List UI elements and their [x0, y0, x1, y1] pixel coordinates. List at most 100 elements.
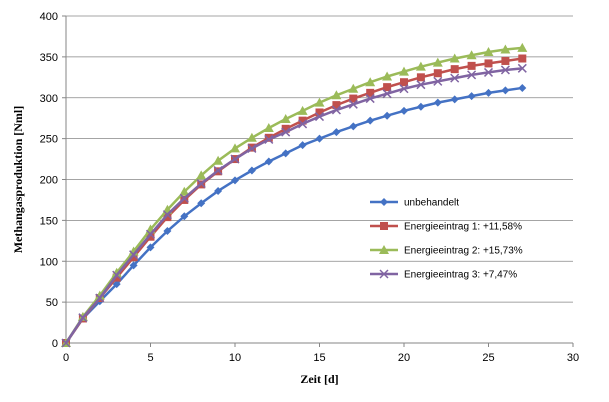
- x-tick-label: 30: [567, 352, 579, 364]
- data-point: [129, 253, 138, 262]
- y-tick-label: 350: [40, 52, 58, 64]
- data-point: [399, 84, 409, 94]
- data-point: [197, 199, 206, 208]
- data-point: [365, 94, 375, 104]
- data-point: [400, 106, 408, 115]
- data-point: [315, 108, 324, 117]
- data-point: [196, 170, 207, 180]
- series-2: [62, 54, 527, 347]
- data-point: [163, 213, 172, 222]
- series-line: [64, 46, 523, 344]
- tick-labels: 0 50 100 150 200 250 300 350 400 0 5 10 15 20 25 30: [40, 11, 579, 364]
- data-point: [246, 132, 257, 142]
- data-point: [483, 67, 494, 77]
- data-point: [162, 210, 172, 220]
- data-point: [382, 71, 393, 81]
- legend-item: Energieeintrag 2: +15,73%: [370, 245, 523, 257]
- y-tick-label: 150: [40, 215, 58, 227]
- legend-label: Energieeintrag 3: +7,47%: [404, 270, 517, 281]
- data-point: [129, 261, 138, 270]
- data-point: [433, 69, 442, 78]
- data-point: [416, 102, 425, 111]
- data-point: [366, 116, 375, 125]
- data-point: [298, 141, 307, 150]
- data-point: [298, 119, 308, 129]
- data-point: [433, 98, 442, 107]
- data-point: [112, 270, 122, 280]
- data-point: [180, 212, 189, 221]
- data-point: [467, 92, 476, 101]
- data-point: [467, 61, 476, 70]
- legend-label: Energieeintrag 1: +11,58%: [404, 222, 522, 233]
- data-point: [179, 186, 190, 196]
- data-point: [449, 53, 460, 63]
- legend-label: unbehandelt: [404, 198, 459, 209]
- y-tick-label: 300: [40, 93, 58, 105]
- data-point: [518, 54, 527, 63]
- data-point: [314, 112, 325, 122]
- x-tick-label: 0: [63, 352, 69, 364]
- data-point: [281, 124, 290, 133]
- data-point: [297, 105, 308, 115]
- data-point: [315, 134, 324, 143]
- data-point: [331, 90, 342, 100]
- data-point: [380, 222, 388, 230]
- y-axis-title: Methangasproduktion [Nml]: [11, 106, 25, 253]
- data-point: [230, 154, 240, 164]
- series-line: [64, 86, 523, 344]
- data-point: [213, 165, 223, 176]
- data-point: [231, 176, 239, 185]
- data-point: [416, 80, 426, 90]
- data-point: [112, 273, 121, 282]
- x-tick-label: 5: [147, 352, 153, 364]
- data-point: [500, 44, 511, 54]
- data-point: [129, 250, 139, 260]
- y-tick-label: 250: [40, 134, 58, 146]
- data-point: [196, 179, 206, 189]
- data-point: [399, 66, 409, 76]
- series-line: [64, 57, 523, 344]
- data-point: [332, 101, 341, 110]
- series-1: [62, 83, 527, 347]
- data-point: [179, 193, 189, 203]
- y-tick-label: 50: [46, 297, 58, 309]
- data-point: [230, 143, 240, 153]
- data-point: [264, 134, 274, 144]
- series-3: [61, 42, 528, 347]
- data-point: [281, 127, 291, 137]
- data-point: [382, 89, 392, 99]
- data-point: [432, 57, 443, 67]
- data-point: [501, 86, 510, 95]
- data-point: [213, 155, 224, 165]
- x-tick-label: 15: [313, 352, 325, 364]
- data-point: [146, 243, 155, 252]
- y-tick-label: 0: [52, 338, 58, 350]
- data-point: [349, 94, 358, 103]
- series-4: [61, 63, 527, 348]
- data-point: [484, 59, 493, 68]
- data-point: [264, 157, 273, 166]
- x-tick-label: 20: [398, 352, 410, 364]
- data-point: [332, 128, 341, 137]
- data-point: [95, 293, 105, 303]
- data-point: [383, 83, 392, 92]
- series-line: [64, 67, 523, 344]
- y-tick-label: 100: [40, 256, 58, 268]
- data-point: [518, 83, 527, 92]
- data-point: [467, 70, 477, 80]
- data-point: [450, 95, 459, 104]
- data-point: [379, 269, 389, 279]
- gridlines: [66, 15, 573, 303]
- data-point: [433, 76, 443, 86]
- data-point: [298, 116, 307, 125]
- data-point: [365, 77, 376, 87]
- data-point: [500, 65, 510, 75]
- x-tick-label: 10: [229, 352, 241, 364]
- data-point: [484, 88, 493, 97]
- data-point: [112, 280, 121, 289]
- x-axis-title: Zeit [d]: [300, 372, 338, 386]
- legend-item: Energieeintrag 1: +11,58%: [370, 222, 522, 233]
- data-point: [400, 78, 408, 87]
- data-point: [331, 105, 341, 115]
